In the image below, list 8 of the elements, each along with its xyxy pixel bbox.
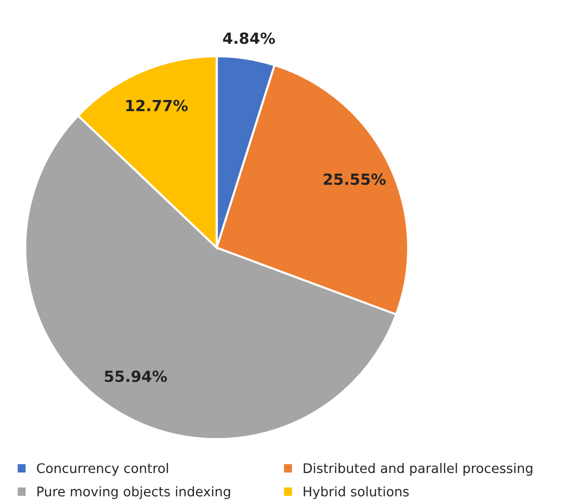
data-label: 4.84% [223,32,275,44]
legend-label: Pure moving objects indexing [37,486,230,500]
data-label: 25.55% [324,173,386,185]
legend-label: Distributed and parallel processing [304,462,532,476]
legend-label: Hybrid solutions [304,486,409,500]
data-label: 55.94% [104,370,167,382]
data-label: 12.77% [126,100,188,112]
legend-label: Concurrency control [36,462,168,476]
